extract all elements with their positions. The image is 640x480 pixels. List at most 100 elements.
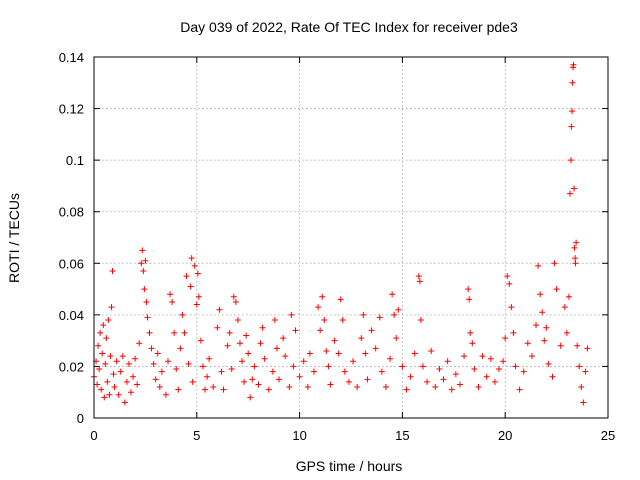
data-point-marker	[350, 358, 357, 365]
data-point-marker	[197, 337, 204, 344]
data-point-marker	[96, 366, 103, 373]
data-point-marker	[354, 384, 361, 391]
data-point-marker	[467, 329, 474, 336]
data-point-marker	[169, 298, 176, 305]
data-point-marker	[378, 368, 385, 375]
data-points	[91, 61, 591, 406]
data-point-marker	[372, 345, 379, 352]
data-point-marker	[136, 340, 143, 347]
data-point-marker	[194, 270, 201, 277]
data-point-marker	[469, 340, 476, 347]
data-point-marker	[94, 381, 101, 388]
data-point-marker	[132, 355, 139, 362]
data-point-marker	[273, 345, 280, 352]
data-point-marker	[535, 262, 542, 269]
data-point-marker	[506, 280, 513, 287]
data-point-marker	[109, 268, 116, 275]
data-point-marker	[335, 350, 342, 357]
y-tick-label: 0.1	[66, 153, 84, 168]
y-tick-label: 0.02	[59, 359, 84, 374]
data-point-marker	[228, 366, 235, 373]
data-point-marker	[574, 342, 581, 349]
data-point-marker	[204, 373, 211, 380]
data-point-marker	[362, 350, 369, 357]
data-point-marker	[411, 350, 418, 357]
x-tick-label: 25	[601, 428, 615, 443]
data-point-marker	[175, 386, 182, 393]
data-point-marker	[545, 360, 552, 367]
data-point-marker	[376, 314, 383, 321]
data-point-marker	[304, 384, 311, 391]
data-point-marker	[584, 345, 591, 352]
data-point-marker	[115, 391, 122, 398]
data-point-marker	[510, 329, 517, 336]
data-point-marker	[537, 291, 544, 298]
x-tick-label: 20	[498, 428, 512, 443]
data-point-marker	[117, 368, 124, 375]
data-point-marker	[193, 301, 200, 308]
data-point-marker	[321, 317, 328, 324]
data-point-marker	[456, 381, 463, 388]
data-point-marker	[391, 311, 398, 318]
data-point-marker	[143, 298, 150, 305]
data-point-marker	[565, 293, 572, 300]
data-point-marker	[557, 342, 564, 349]
data-point-marker	[360, 311, 367, 318]
data-point-marker	[417, 317, 424, 324]
data-point-marker	[364, 376, 371, 383]
data-point-marker	[121, 399, 128, 406]
data-point-marker	[520, 368, 527, 375]
data-point-marker	[230, 293, 237, 300]
data-point-marker	[110, 371, 117, 378]
y-tick-label: 0.08	[59, 205, 84, 220]
data-point-marker	[239, 358, 246, 365]
data-point-marker	[570, 61, 577, 68]
data-point-marker	[543, 324, 550, 331]
data-point-marker	[415, 273, 422, 280]
x-tick-label: 0	[90, 428, 97, 443]
data-point-marker	[202, 386, 209, 393]
data-point-marker	[185, 360, 192, 367]
data-point-marker	[387, 355, 394, 362]
data-point-marker	[571, 244, 578, 251]
data-point-marker	[382, 384, 389, 391]
data-point-marker	[345, 378, 352, 385]
data-point-marker	[100, 322, 107, 329]
data-point-marker	[271, 317, 278, 324]
data-point-marker	[154, 350, 161, 357]
data-point-marker	[220, 386, 227, 393]
data-point-marker	[452, 371, 459, 378]
data-point-marker	[276, 376, 283, 383]
data-point-marker	[315, 304, 322, 311]
data-point-marker	[444, 358, 451, 365]
data-point-marker	[310, 368, 317, 375]
y-tick-label: 0.06	[59, 256, 84, 271]
axis-ticks: 0 5 10 15 20 25 0 0.02 0.04 0.06 0.08 0.1 0.12 0.14	[59, 50, 616, 443]
data-point-marker	[419, 363, 426, 370]
data-point-marker	[141, 286, 148, 293]
data-point-marker	[183, 273, 190, 280]
data-point-marker	[471, 366, 478, 373]
data-point-marker	[187, 283, 194, 290]
data-point-marker	[561, 304, 568, 311]
data-point-marker	[218, 368, 225, 375]
data-point-marker	[158, 368, 165, 375]
data-point-marker	[516, 386, 523, 393]
data-point-marker	[393, 335, 400, 342]
data-point-marker	[104, 378, 111, 385]
data-point-marker	[232, 298, 239, 305]
data-point-marker	[113, 358, 120, 365]
data-point-marker	[191, 262, 198, 269]
data-point-marker	[571, 185, 578, 192]
data-point-marker	[146, 329, 153, 336]
data-point-marker	[162, 391, 169, 398]
data-point-marker	[102, 360, 109, 367]
data-point-marker	[327, 381, 334, 388]
data-point-marker	[337, 296, 344, 303]
data-point-marker	[341, 368, 348, 375]
data-point-marker	[416, 278, 423, 285]
data-point-marker	[125, 360, 132, 367]
data-point-marker	[128, 389, 135, 396]
data-point-marker	[111, 384, 118, 391]
